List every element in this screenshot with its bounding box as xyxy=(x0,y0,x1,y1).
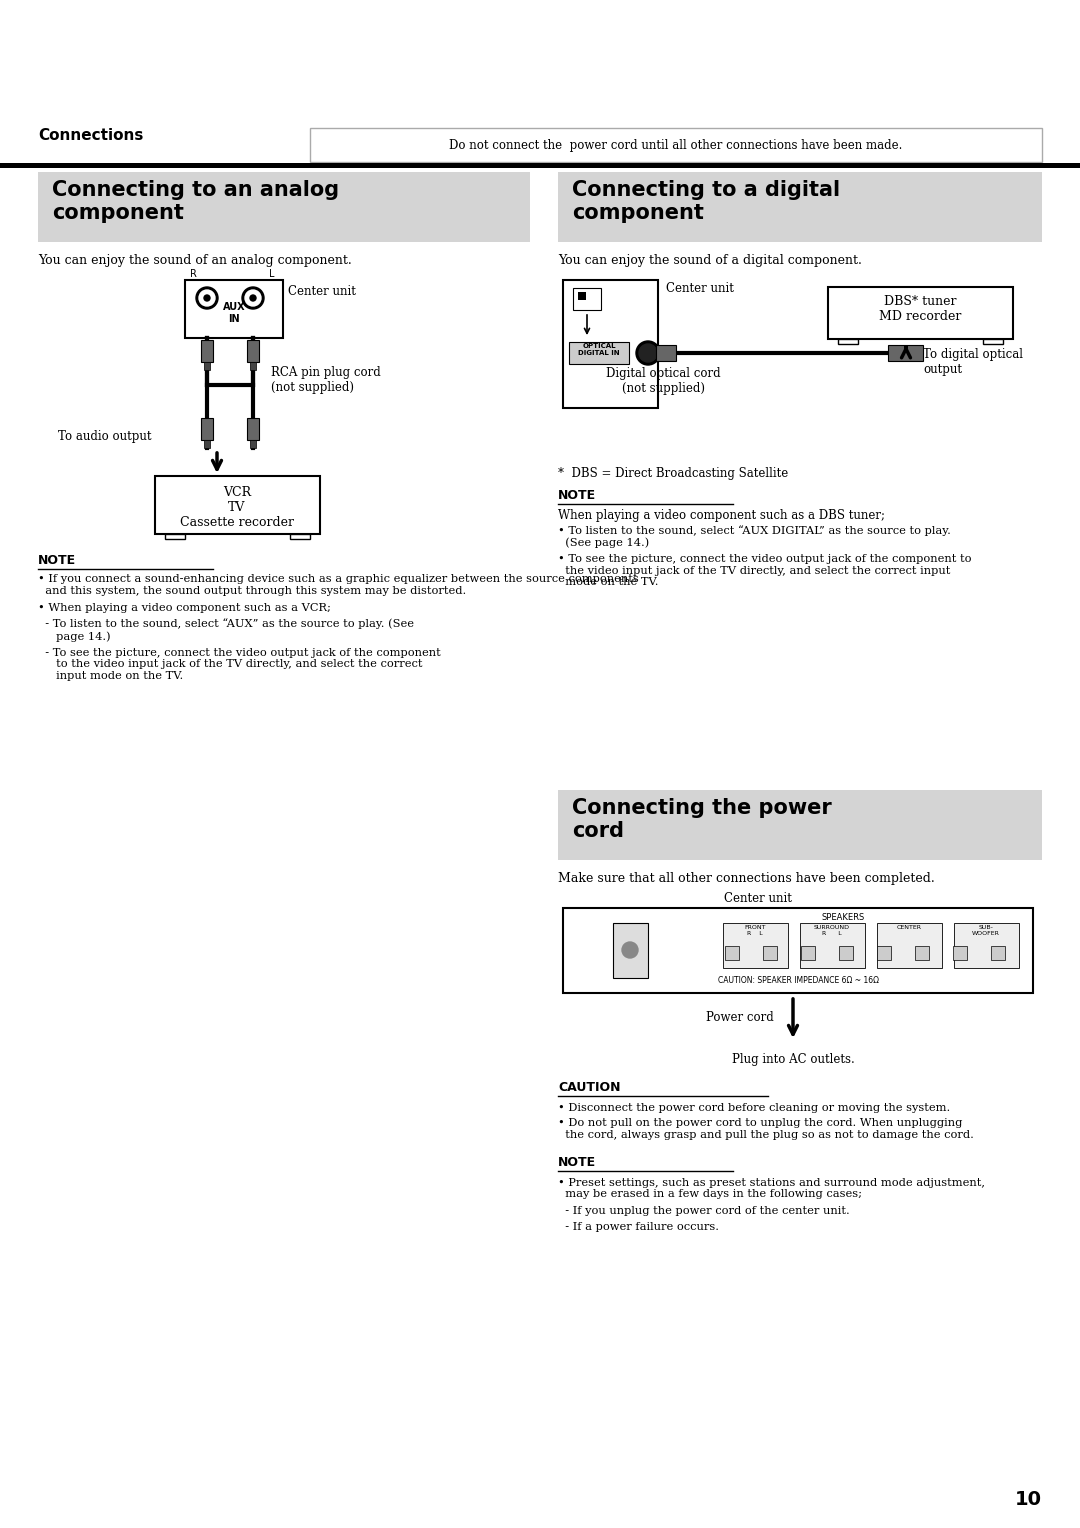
Text: • If you connect a sound-enhancing device such as a graphic equalizer between th: • If you connect a sound-enhancing devic… xyxy=(38,575,638,596)
Text: 10: 10 xyxy=(1015,1490,1042,1510)
Bar xyxy=(165,533,185,539)
Text: • To see the picture, connect the video output jack of the component to
  the vi: • To see the picture, connect the video … xyxy=(558,555,972,587)
Circle shape xyxy=(622,941,638,958)
Text: • Do not pull on the power cord to unplug the cord. When unplugging
  the cord, : • Do not pull on the power cord to unplu… xyxy=(558,1118,974,1140)
Text: DBS* tuner
MD recorder: DBS* tuner MD recorder xyxy=(879,295,961,322)
Text: CAUTION: SPEAKER IMPEDANCE 6Ω ~ 16Ω: CAUTION: SPEAKER IMPEDANCE 6Ω ~ 16Ω xyxy=(718,976,879,986)
Circle shape xyxy=(242,287,264,309)
Text: - If you unplug the power cord of the center unit.: - If you unplug the power cord of the ce… xyxy=(558,1207,850,1216)
Text: Plug into AC outlets.: Plug into AC outlets. xyxy=(731,1053,854,1067)
Bar xyxy=(915,946,929,960)
Text: FRONT
R    L: FRONT R L xyxy=(744,924,766,935)
Bar xyxy=(185,280,283,338)
Text: VCR
TV
Cassette recorder: VCR TV Cassette recorder xyxy=(180,486,294,529)
Bar xyxy=(0,163,1080,168)
Text: R: R xyxy=(190,269,197,280)
Bar xyxy=(828,287,1013,339)
Bar xyxy=(310,128,1042,162)
Text: *  DBS = Direct Broadcasting Satellite: * DBS = Direct Broadcasting Satellite xyxy=(558,468,788,480)
Circle shape xyxy=(195,287,218,309)
Text: • When playing a video component such as a VCR;: • When playing a video component such as… xyxy=(38,604,330,613)
Bar xyxy=(801,946,815,960)
Bar xyxy=(888,345,923,361)
Text: When playing a video component such as a DBS tuner;: When playing a video component such as a… xyxy=(558,509,885,523)
Bar xyxy=(38,173,530,241)
Text: - If a power failure occurs.: - If a power failure occurs. xyxy=(558,1222,719,1232)
Text: SUB-
WOOFER: SUB- WOOFER xyxy=(972,924,1000,935)
Bar xyxy=(762,946,777,960)
Text: • Preset settings, such as preset stations and surround mode adjustment,
  may b: • Preset settings, such as preset statio… xyxy=(558,1178,985,1199)
Text: Connections: Connections xyxy=(38,128,144,144)
Bar xyxy=(156,477,320,533)
Bar xyxy=(800,923,865,969)
Text: SURROUND
R      L: SURROUND R L xyxy=(814,924,850,935)
Text: Center unit: Center unit xyxy=(288,286,356,298)
Text: Make sure that all other connections have been completed.: Make sure that all other connections hav… xyxy=(558,872,935,885)
Text: CAUTION: CAUTION xyxy=(558,1080,621,1094)
Bar xyxy=(249,440,256,448)
Bar xyxy=(201,341,213,362)
Bar xyxy=(573,287,600,310)
Text: NOTE: NOTE xyxy=(38,555,76,567)
Text: To audio output: To audio output xyxy=(58,429,151,443)
Bar xyxy=(578,292,586,299)
Text: Do not connect the  power cord until all other connections have been made.: Do not connect the power cord until all … xyxy=(449,139,903,151)
Bar xyxy=(877,923,942,969)
Text: L: L xyxy=(269,269,274,280)
Text: Connecting the power
cord: Connecting the power cord xyxy=(572,798,832,842)
Bar xyxy=(613,923,648,978)
Circle shape xyxy=(245,290,261,306)
Bar xyxy=(247,341,259,362)
Bar xyxy=(563,908,1032,993)
Text: OPTICAL
DIGITAL IN: OPTICAL DIGITAL IN xyxy=(578,342,620,356)
Bar xyxy=(204,362,210,370)
Bar xyxy=(247,419,259,440)
Bar xyxy=(558,790,1042,860)
Circle shape xyxy=(199,290,215,306)
Text: AUX
IN: AUX IN xyxy=(222,303,245,324)
Bar xyxy=(563,280,658,408)
Bar xyxy=(838,339,858,344)
Bar xyxy=(877,946,891,960)
Text: • To listen to the sound, select “AUX DIGITAL” as the source to play.
  (See pag: • To listen to the sound, select “AUX DI… xyxy=(558,526,950,549)
Text: CENTER: CENTER xyxy=(896,924,921,931)
Bar xyxy=(569,342,629,364)
Text: RCA pin plug cord
(not supplied): RCA pin plug cord (not supplied) xyxy=(271,367,381,394)
Bar xyxy=(991,946,1005,960)
Bar xyxy=(204,440,210,448)
Bar xyxy=(954,923,1020,969)
Circle shape xyxy=(636,341,660,365)
Bar xyxy=(723,923,788,969)
Text: NOTE: NOTE xyxy=(558,1155,596,1169)
Bar xyxy=(558,173,1042,241)
Text: Connecting to an analog
component: Connecting to an analog component xyxy=(52,180,339,223)
Text: Digital optical cord
(not supplied): Digital optical cord (not supplied) xyxy=(606,367,720,396)
Text: Connecting to a digital
component: Connecting to a digital component xyxy=(572,180,840,223)
Circle shape xyxy=(249,295,256,301)
Text: - To listen to the sound, select “AUX” as the source to play. (See
     page 14.: - To listen to the sound, select “AUX” a… xyxy=(38,619,414,642)
Circle shape xyxy=(204,295,210,301)
Text: You can enjoy the sound of an analog component.: You can enjoy the sound of an analog com… xyxy=(38,254,352,267)
Text: Center unit: Center unit xyxy=(724,892,792,905)
Bar xyxy=(839,946,853,960)
Text: To digital optical
output: To digital optical output xyxy=(923,348,1023,376)
Text: - To see the picture, connect the video output jack of the component
     to the: - To see the picture, connect the video … xyxy=(38,648,441,680)
Text: Power cord: Power cord xyxy=(706,1012,773,1024)
Text: Center unit: Center unit xyxy=(666,283,734,295)
Text: SPEAKERS: SPEAKERS xyxy=(822,914,865,921)
Circle shape xyxy=(639,344,657,362)
Bar xyxy=(656,345,676,361)
Bar xyxy=(983,339,1003,344)
Text: You can enjoy the sound of a digital component.: You can enjoy the sound of a digital com… xyxy=(558,254,862,267)
Bar xyxy=(953,946,967,960)
Bar xyxy=(249,362,256,370)
Text: • Disconnect the power cord before cleaning or moving the system.: • Disconnect the power cord before clean… xyxy=(558,1103,950,1112)
Bar xyxy=(201,419,213,440)
Text: NOTE: NOTE xyxy=(558,489,596,503)
Bar xyxy=(725,946,739,960)
Bar xyxy=(291,533,310,539)
